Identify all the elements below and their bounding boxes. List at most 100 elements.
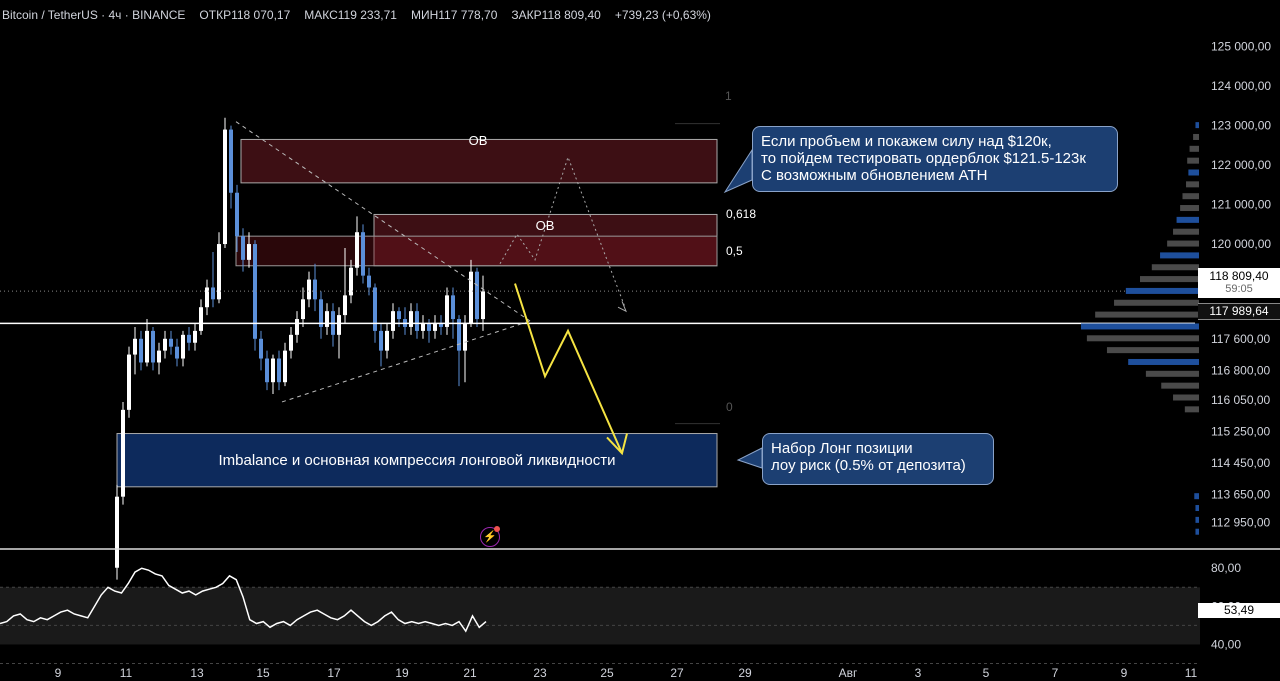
rsi-axis-tick: 80,00 bbox=[1211, 561, 1241, 575]
candle-body bbox=[241, 236, 245, 260]
candle-body bbox=[313, 279, 317, 300]
candle-body bbox=[115, 496, 119, 568]
candle-body bbox=[205, 287, 209, 308]
candle-body bbox=[361, 232, 365, 276]
price-axis-tick: 123 000,00 bbox=[1211, 119, 1271, 133]
candle-body bbox=[415, 311, 419, 331]
candle-body bbox=[139, 338, 143, 363]
candle-body bbox=[127, 354, 131, 410]
volume-profile-bar bbox=[1195, 516, 1199, 523]
candle-body bbox=[439, 323, 443, 327]
candle-body bbox=[175, 346, 179, 359]
candle-body bbox=[469, 271, 473, 323]
date-axis-tick: 9 bbox=[1121, 666, 1128, 680]
bullish-projection-arrowhead bbox=[617, 301, 627, 313]
price-axis-tick: 122 000,00 bbox=[1211, 158, 1271, 172]
price-axis-tick: 115 250,00 bbox=[1211, 425, 1270, 439]
notification-dot bbox=[494, 526, 500, 532]
date-axis-tick: 9 bbox=[55, 666, 62, 680]
candle-body bbox=[235, 192, 239, 237]
candle-body bbox=[319, 299, 323, 327]
candle-body bbox=[343, 295, 347, 316]
date-axis-tick: 3 bbox=[915, 666, 922, 680]
candle-body bbox=[157, 350, 161, 363]
horizontal-line-price-value: 117 989,64 bbox=[1209, 304, 1269, 318]
rsi-value: 53,49 bbox=[1223, 603, 1255, 617]
candle-body bbox=[355, 232, 359, 268]
candle-body bbox=[229, 129, 233, 193]
triangle-upper-line bbox=[235, 121, 531, 322]
volume-profile-bar bbox=[1186, 181, 1199, 188]
price-axis-tick: 116 050,00 bbox=[1211, 393, 1270, 407]
price-axis-tick: 125 000,00 bbox=[1211, 40, 1271, 54]
volume-profile-bar bbox=[1193, 133, 1199, 140]
date-axis-tick: 13 bbox=[190, 666, 204, 680]
callout-long-entry-text: Набор Лонг позиции лоу риск (0.5% от деп… bbox=[771, 440, 966, 474]
price-axis-tick: 114 450,00 bbox=[1211, 456, 1270, 470]
candle-body bbox=[289, 334, 293, 351]
candle-body bbox=[133, 338, 137, 355]
candle-body bbox=[151, 330, 155, 363]
ob-upper-label: OB bbox=[468, 133, 488, 148]
rsi-line bbox=[0, 567, 487, 633]
candle-body bbox=[265, 358, 269, 383]
date-axis-tick: 29 bbox=[738, 666, 752, 680]
candle-body bbox=[247, 244, 251, 260]
volume-profile-bar bbox=[1086, 335, 1199, 342]
callout-breakout[interactable]: Если пробъем и покажем силу над $120к, т… bbox=[752, 126, 1118, 192]
volume-profile-bar bbox=[1140, 276, 1199, 283]
candle-body bbox=[277, 358, 281, 383]
volume-profile-bar bbox=[1187, 157, 1199, 164]
candle-body bbox=[385, 330, 389, 351]
bearish-projection-path bbox=[514, 283, 623, 454]
candle-body bbox=[181, 334, 185, 359]
ob-lower-label: OB bbox=[535, 218, 555, 233]
price-axis-tick: 121 000,00 bbox=[1211, 198, 1271, 212]
date-axis-tick: 23 bbox=[533, 666, 547, 680]
bullish-projection-path bbox=[499, 155, 626, 308]
last-price-badge: 118 809,40 59:05 bbox=[1198, 268, 1280, 298]
change-value: +739,23 (+0,63%) bbox=[614, 8, 711, 22]
date-axis-tick: 19 bbox=[395, 666, 409, 680]
chart-header: Bitcoin / TetherUS · 4ч · BINANCE ОТКР11… bbox=[2, 4, 711, 26]
candle-body bbox=[295, 319, 299, 335]
open-value: ОТКР118 070,17 bbox=[199, 8, 291, 22]
volume-profile-bar bbox=[1095, 311, 1199, 318]
candle-body bbox=[373, 287, 377, 331]
fib-zone bbox=[235, 235, 718, 267]
candle-body bbox=[433, 323, 437, 331]
volume-profile-bar bbox=[1145, 370, 1199, 377]
candle-body bbox=[145, 330, 149, 363]
candle-body bbox=[187, 334, 191, 343]
orderblock-lower bbox=[373, 213, 718, 267]
callout-long-entry[interactable]: Набор Лонг позиции лоу риск (0.5% от деп… bbox=[762, 433, 994, 485]
candle-body bbox=[169, 338, 173, 347]
low-value: МИН117 778,70 bbox=[410, 8, 498, 22]
candle-body bbox=[445, 295, 449, 327]
candle-body bbox=[283, 350, 287, 383]
symbol-label[interactable]: Bitcoin / TetherUS · 4ч · BINANCE bbox=[2, 8, 186, 22]
horizontal-line-price-badge: 117 989,64 bbox=[1198, 303, 1280, 320]
candle-body bbox=[457, 319, 461, 351]
candle-body bbox=[349, 267, 353, 296]
bearish-projection-arrowhead bbox=[606, 433, 628, 456]
volume-profile-bar bbox=[1194, 493, 1199, 500]
fib-level-0: 0 bbox=[726, 400, 733, 414]
lightning-icon[interactable]: ⚡ bbox=[480, 527, 500, 547]
fib-level-1: 1 bbox=[725, 89, 732, 103]
close-value: ЗАКР118 809,40 bbox=[511, 8, 601, 22]
candle-body bbox=[253, 244, 257, 339]
candle-body bbox=[475, 271, 479, 320]
price-axis-tick: 116 800,00 bbox=[1211, 363, 1270, 377]
date-axis-tick: 21 bbox=[463, 666, 477, 680]
bar-countdown: 59:05 bbox=[1225, 283, 1253, 295]
candle-body bbox=[367, 275, 371, 288]
date-axis-tick: 25 bbox=[600, 666, 614, 680]
date-axis-tick: 11 bbox=[120, 666, 133, 680]
volume-profile-bar bbox=[1188, 169, 1199, 176]
fib-level-05: 0,5 bbox=[726, 244, 743, 258]
volume-profile-bar bbox=[1173, 394, 1199, 401]
volume-profile-bar bbox=[1195, 122, 1199, 129]
volume-profile-bar bbox=[1180, 205, 1199, 212]
